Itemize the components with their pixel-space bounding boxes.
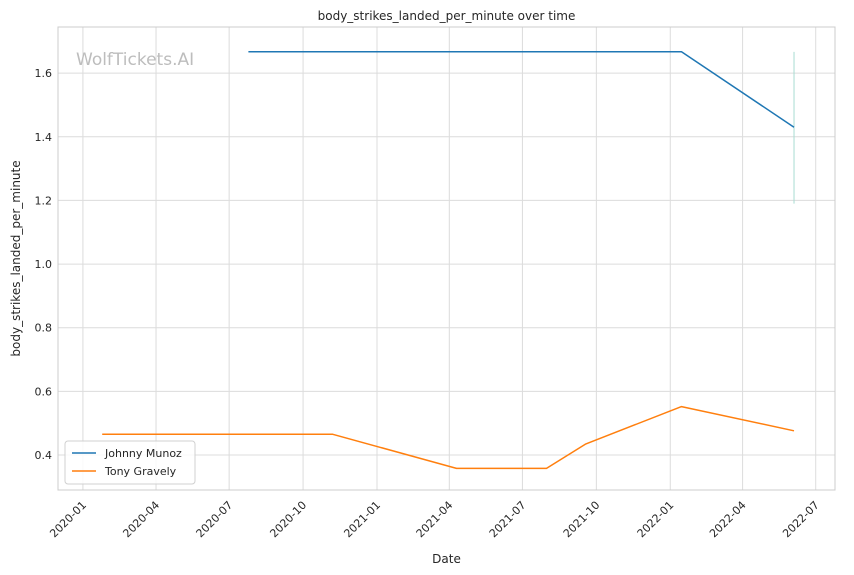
- x-tick-labels: 2020-01 2020-04 2020-07 2020-10 2021-01 2021-…: [47, 499, 822, 541]
- x-tick-label: 2020-01: [47, 499, 89, 541]
- x-tick-label: 2021-04: [414, 499, 456, 541]
- plot-frame: [57, 26, 836, 491]
- watermark: WolfTickets.AI: [76, 50, 194, 70]
- y-tick-label: 1.2: [35, 194, 53, 207]
- x-tick-label: 2021-01: [341, 499, 383, 541]
- x-tick-label: 2020-07: [194, 499, 236, 541]
- series-line-tony-gravely: [102, 405, 795, 470]
- legend-label-johnny-munoz: Johnny Munoz: [104, 447, 182, 460]
- y-tick-label: 1.6: [35, 67, 53, 80]
- legend: Johnny Munoz Tony Gravely: [64, 440, 196, 485]
- series-line-johnny-munoz: [248, 51, 795, 128]
- x-tick-label: 2022-04: [707, 499, 749, 541]
- y-tick-label: 0.6: [35, 385, 53, 398]
- x-tick-label: 2021-07: [487, 499, 529, 541]
- grid: [58, 27, 835, 490]
- y-tick-label: 0.4: [35, 449, 53, 462]
- x-tick-label: 2022-07: [780, 499, 822, 541]
- y-tick-label: 0.8: [35, 322, 53, 335]
- x-tick-label: 2020-10: [267, 499, 309, 541]
- x-tick-label: 2021-10: [561, 499, 603, 541]
- legend-label-tony-gravely: Tony Gravely: [104, 465, 177, 478]
- x-tick-label: 2022-01: [635, 499, 677, 541]
- x-tick-label: 2020-04: [120, 499, 162, 541]
- y-tick-label: 1.4: [35, 131, 53, 144]
- legend-box: [64, 440, 196, 485]
- chart-title: body_strikes_landed_per_minute over time: [318, 9, 576, 23]
- y-axis-label: body_strikes_landed_per_minute: [9, 160, 23, 356]
- y-tick-labels: 0.4 0.6 0.8 1.0 1.2 1.4 1.6: [35, 67, 53, 462]
- y-tick-label: 1.0: [35, 258, 53, 271]
- series-layer: [102, 51, 795, 470]
- x-axis-label: Date: [432, 552, 461, 566]
